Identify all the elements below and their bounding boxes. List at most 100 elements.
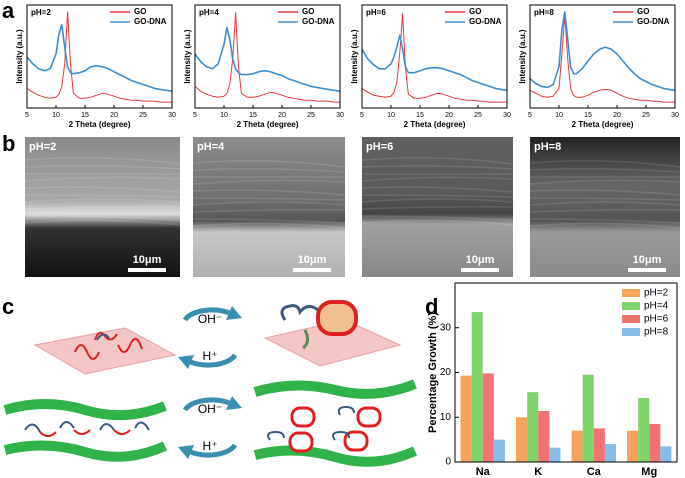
line: [361, 34, 508, 92]
x-tick-label: Na: [476, 466, 491, 478]
legend-label: pH=2: [644, 288, 669, 299]
texture: [192, 201, 346, 206]
scale-bar: [293, 268, 331, 272]
x-tick-label: 5: [193, 112, 197, 119]
sem-image: [193, 137, 345, 277]
chart-label: pH=8: [534, 8, 554, 17]
bar: [571, 430, 583, 462]
texture: [529, 209, 681, 213]
scale-bar: [128, 268, 166, 272]
texture: [361, 194, 514, 198]
x-tick-label: 10: [387, 112, 395, 119]
texture: [192, 168, 346, 173]
legend-label: GO-DNA: [469, 17, 502, 26]
legend-label: GO: [302, 7, 314, 16]
legend-label: GO: [469, 7, 481, 16]
texture: [192, 218, 346, 224]
y-tick-label: 20: [440, 367, 452, 378]
x-tick-label: 5: [528, 112, 532, 119]
y-axis-label: Intensity (a.u.): [15, 29, 24, 84]
texture: [361, 186, 514, 193]
panel-label: b: [2, 131, 15, 156]
texture: [361, 157, 514, 165]
line: [529, 14, 675, 103]
plot-frame: [454, 282, 678, 463]
texture: [361, 198, 514, 203]
legend-swatch: [622, 302, 640, 310]
texture: [529, 197, 681, 201]
arrow-head: [226, 306, 242, 320]
legend-label: GO-DNA: [134, 17, 167, 26]
arrow-head: [178, 445, 194, 459]
x-axis-label: 2 Theta (degree): [404, 120, 466, 129]
texture: [192, 179, 346, 185]
line: [26, 23, 173, 93]
x-tick-label: 25: [642, 112, 650, 119]
bar: [638, 398, 650, 462]
texture: [24, 165, 181, 170]
texture: [361, 215, 514, 221]
plot-frame: [26, 4, 173, 109]
panel-label: d: [425, 294, 438, 319]
line: [26, 11, 172, 103]
texture: [529, 160, 681, 168]
x-tick-label: 10: [52, 112, 60, 119]
legend-label: GO: [637, 7, 649, 16]
texture: [192, 222, 346, 229]
legend-swatch: [622, 289, 640, 297]
x-tick-label: 20: [278, 112, 286, 119]
dna: [302, 329, 310, 350]
texture: [24, 219, 181, 226]
scale-label: 10μm: [633, 254, 662, 266]
line: [194, 26, 341, 93]
legend-label: pH=4: [644, 301, 669, 312]
scale-bar: [461, 268, 499, 272]
x-tick-label: 10: [555, 112, 563, 119]
y-tick-label: 0: [445, 457, 451, 468]
x-axis-label: 2 Theta (degree): [237, 120, 299, 129]
arrow-head: [178, 355, 194, 369]
panel-label: a: [2, 0, 15, 23]
texture: [529, 179, 681, 185]
texture: [361, 206, 514, 210]
texture: [24, 176, 181, 182]
bar: [582, 374, 594, 462]
legend-label: pH=6: [644, 314, 669, 325]
bar: [604, 444, 616, 462]
x-tick-label: K: [534, 466, 542, 478]
y-tick-label: 10: [440, 412, 452, 423]
bar: [549, 447, 561, 462]
texture: [361, 219, 514, 226]
bar: [538, 410, 550, 462]
dna: [280, 304, 319, 321]
i-motif: [290, 406, 316, 428]
texture: [24, 186, 181, 193]
line: [194, 12, 340, 103]
bar: [482, 373, 494, 462]
dna: [24, 421, 150, 433]
texture: [24, 194, 181, 198]
x-axis-label: 2 Theta (degree): [572, 120, 634, 129]
texture: [24, 157, 181, 165]
x-tick-label: 15: [81, 112, 89, 119]
i-motif: [343, 430, 369, 452]
y-axis-label: Percentage Growth (%): [427, 312, 439, 433]
image-label: pH=4: [197, 141, 225, 153]
texture: [24, 215, 181, 221]
x-tick-label: 30: [671, 112, 679, 119]
y-axis-label: Intensity (a.u.): [183, 29, 192, 84]
x-tick-label: 30: [168, 112, 176, 119]
x-axis-label: 2 Theta (degree): [69, 120, 131, 129]
y-axis-label: Intensity (a.u.): [350, 29, 359, 84]
dna: [267, 405, 355, 441]
texture: [361, 176, 514, 182]
image-label: pH=6: [366, 141, 393, 153]
arrow-head: [226, 396, 242, 410]
sem-image: [25, 137, 180, 277]
i-motif: [356, 406, 382, 428]
panel-label: c: [2, 294, 14, 319]
x-tick-label: 30: [336, 112, 344, 119]
x-tick-label: 25: [139, 112, 147, 119]
image-label: pH=2: [29, 141, 56, 153]
